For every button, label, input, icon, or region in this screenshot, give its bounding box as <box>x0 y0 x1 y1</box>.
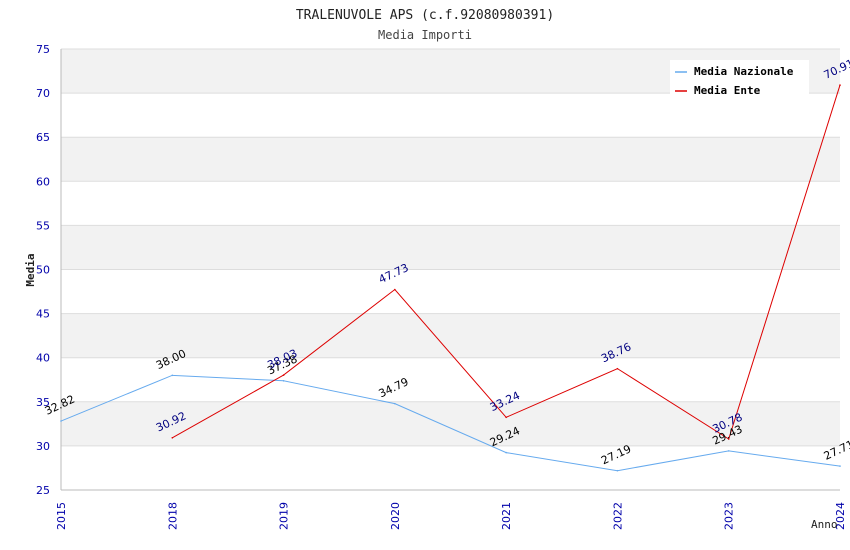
data-point <box>727 438 730 440</box>
background-band <box>61 137 840 182</box>
y-tick-label: 75 <box>36 43 50 56</box>
data-point <box>616 367 619 370</box>
background-band <box>61 225 840 270</box>
legend-box <box>670 60 809 95</box>
data-point <box>394 288 396 291</box>
y-axis-label: Media <box>24 253 37 286</box>
y-tick-label: 60 <box>36 175 50 188</box>
axes <box>60 49 840 491</box>
x-tick-label: 2024 <box>834 502 847 530</box>
y-tick-labels: 25 30 35 40 45 50 55 60 65 70 75 <box>36 43 50 497</box>
data-point <box>60 420 62 422</box>
data-point <box>505 416 507 419</box>
y-tick-label: 35 <box>36 396 50 409</box>
background-bands <box>61 49 840 446</box>
data-point <box>171 374 174 377</box>
data-point <box>394 402 396 405</box>
data-point <box>839 84 841 86</box>
x-tick-label: 2022 <box>611 502 624 530</box>
y-tick-label: 55 <box>36 219 50 232</box>
x-tick-label: 2023 <box>723 502 736 530</box>
data-point <box>282 374 285 376</box>
data-point <box>282 380 285 382</box>
y-tick-label: 65 <box>36 131 50 144</box>
x-tick-label: 2021 <box>500 502 513 530</box>
background-band <box>61 313 840 358</box>
legend-label-media-ente: Media Ente <box>694 84 761 97</box>
y-tick-label: 30 <box>36 440 50 453</box>
series-line-media-nazionale <box>60 374 841 472</box>
y-tick-label: 50 <box>36 264 50 277</box>
x-tick-label: 2015 <box>55 502 68 530</box>
chart-subtitle: Media Importi <box>378 28 472 42</box>
data-point <box>171 436 174 439</box>
data-point <box>616 469 619 472</box>
background-band <box>61 401 840 446</box>
data-point <box>505 451 507 454</box>
y-tick-label: 40 <box>36 352 50 365</box>
data-point <box>727 450 730 452</box>
data-point <box>839 465 841 467</box>
x-tick-label: 2018 <box>166 502 179 530</box>
y-tick-label: 45 <box>36 308 50 321</box>
y-tick-label: 70 <box>36 87 50 100</box>
x-tick-label: 2020 <box>389 502 402 530</box>
x-tick-label: 2019 <box>278 502 291 530</box>
legend-label-media-nazionale: Media Nazionale <box>694 65 794 78</box>
x-tick-labels: 2015 2018 2019 2020 2021 2022 2023 2024 <box>55 502 847 530</box>
y-tick-label: 25 <box>36 484 50 497</box>
legend: Media Nazionale Media Ente <box>670 60 809 97</box>
grid-lines <box>61 48 840 491</box>
chart-title: TRALENUVOLE APS (c.f.92080980391) <box>296 8 554 23</box>
series-lines <box>60 84 841 472</box>
x-axis-label: Anno <box>811 518 838 531</box>
data-label: 34.79 <box>377 375 411 400</box>
